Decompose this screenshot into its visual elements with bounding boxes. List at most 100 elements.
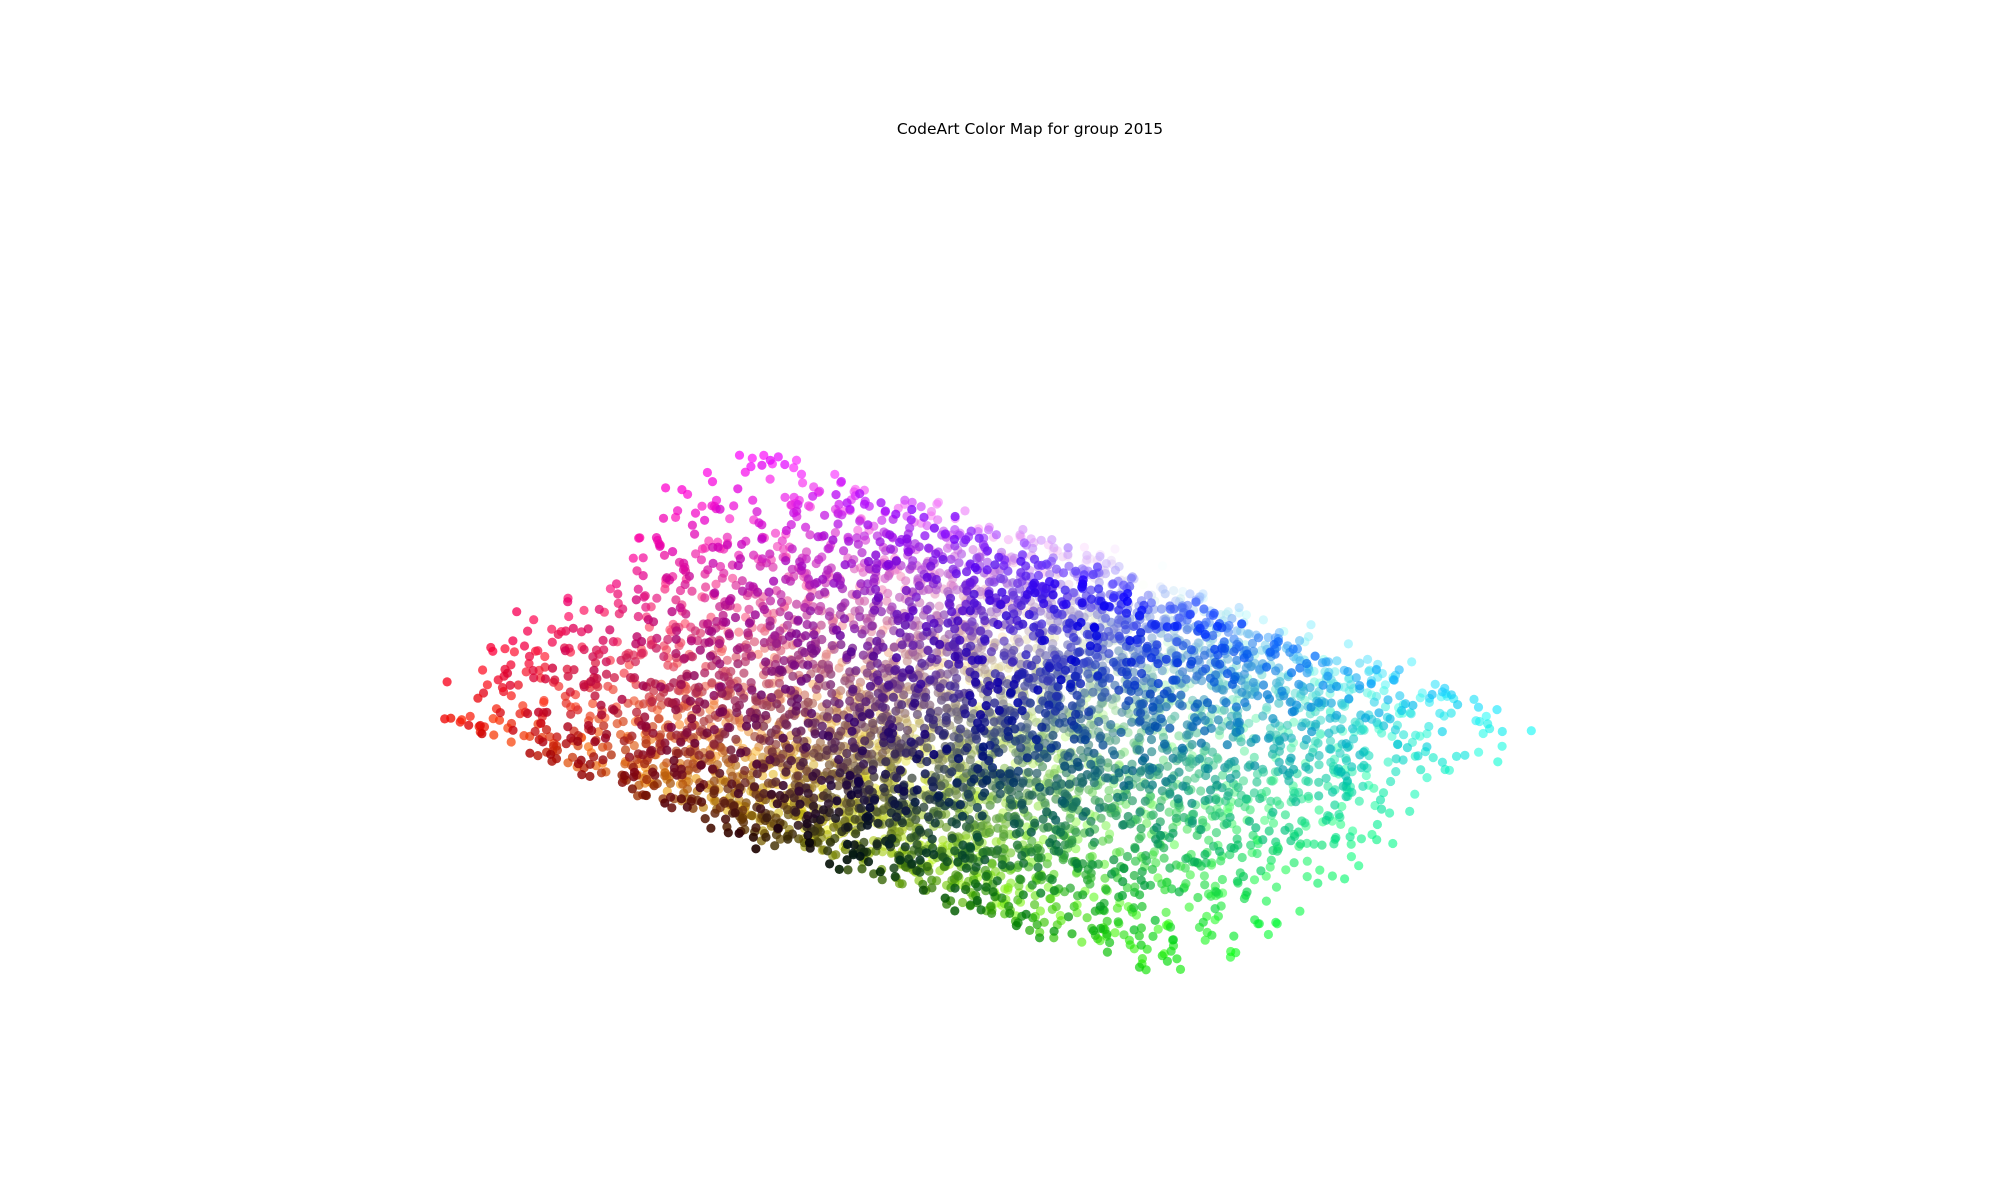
scatter-point	[829, 578, 839, 588]
scatter-point	[1003, 535, 1014, 545]
scatter-point	[1375, 795, 1386, 805]
scatter-point	[1158, 561, 1168, 571]
scatter-point	[1200, 796, 1210, 806]
scatter-point	[1219, 705, 1229, 715]
scatter-point	[1007, 657, 1018, 667]
scatter-point	[1200, 935, 1210, 945]
scatter-point	[1407, 657, 1417, 667]
scatter-point	[1023, 811, 1033, 821]
scatter-point	[966, 526, 976, 536]
scatter-point	[1123, 811, 1133, 822]
scatter-point	[1306, 620, 1316, 630]
scatter-point	[1321, 815, 1331, 825]
scatter-point	[1337, 801, 1347, 812]
scatter-point	[1302, 658, 1312, 669]
scatter-point	[708, 558, 718, 569]
scatter-point	[764, 679, 774, 689]
scatter-point	[757, 520, 767, 530]
scatter-point	[1167, 884, 1177, 894]
scatter-point	[1066, 642, 1076, 652]
scatter-point	[770, 528, 781, 538]
scatter-point	[1204, 756, 1214, 767]
scatter-point	[811, 684, 821, 694]
scatter-point	[1402, 743, 1412, 753]
scatter-point	[1136, 655, 1146, 665]
scatter-point	[1344, 694, 1354, 704]
scatter-point	[1242, 887, 1252, 897]
scatter-point	[440, 714, 450, 724]
scatter-point	[1383, 695, 1393, 705]
scatter-point	[1275, 676, 1285, 687]
scatter-point	[1043, 676, 1053, 686]
scatter-point	[1271, 837, 1281, 847]
scatter-point	[830, 469, 840, 479]
scatter-point	[652, 633, 662, 644]
scatter-point	[1355, 681, 1365, 691]
scatter-point	[1383, 757, 1393, 767]
scatter-point	[686, 636, 697, 646]
scatter-point	[1129, 621, 1139, 632]
scatter-point	[1349, 734, 1359, 744]
scatter-point	[1258, 835, 1268, 845]
scatter-point	[665, 778, 676, 789]
scatter-point	[1071, 566, 1081, 576]
scatter-point	[1200, 715, 1210, 726]
scatter-point	[1345, 832, 1355, 842]
scatter-point	[1094, 704, 1104, 714]
scatter-point	[1201, 664, 1211, 674]
scatter-point	[1041, 583, 1051, 594]
scatter-point	[733, 560, 743, 571]
scatter-point	[684, 765, 694, 775]
scatter-point	[632, 707, 642, 717]
scatter-point	[1029, 578, 1039, 588]
scatter-point	[586, 676, 596, 687]
scatter-point	[936, 695, 947, 705]
scatter-point	[506, 737, 516, 747]
scatter-point	[1185, 870, 1195, 880]
scatter-point	[950, 624, 960, 634]
scatter-point	[663, 634, 673, 645]
scatter-point	[990, 728, 1000, 738]
scatter-point	[1305, 709, 1315, 719]
scatter-point	[820, 510, 830, 520]
scatter-point	[1210, 811, 1220, 821]
scatter-point	[902, 718, 912, 728]
scatter-point	[1189, 857, 1200, 867]
scatter-point	[529, 615, 539, 625]
scatter-point	[1227, 613, 1237, 624]
scatter-point	[568, 623, 578, 633]
scatter-point	[1101, 885, 1111, 895]
scatter-point	[1114, 685, 1124, 695]
scatter-point	[858, 650, 868, 660]
scatter-point	[1337, 700, 1347, 710]
scatter-point	[1196, 738, 1206, 748]
scatter-point	[1036, 535, 1046, 545]
scatter-point	[1032, 768, 1042, 779]
scatter-point	[922, 572, 932, 583]
scatter-point	[768, 769, 778, 779]
scatter-point	[1341, 792, 1351, 802]
scatter-point	[809, 760, 819, 770]
scatter-point	[1492, 705, 1502, 715]
scatter-point	[946, 554, 956, 564]
scatter-point	[1121, 608, 1132, 618]
scatter-point	[1085, 852, 1095, 863]
scatter-point	[1092, 562, 1103, 572]
scatter-point	[1242, 649, 1252, 659]
scatter-point	[789, 463, 799, 473]
scatter-point	[1064, 561, 1074, 571]
scatter-point	[1321, 657, 1331, 667]
scatter-point	[1354, 718, 1365, 728]
scatter-point	[1192, 716, 1202, 726]
scatter-point	[791, 629, 801, 639]
scatter-point	[1231, 702, 1241, 712]
scatter-point	[1302, 856, 1312, 866]
scatter-point	[668, 547, 678, 557]
scatter-point	[1137, 901, 1147, 912]
scatter-point	[1200, 849, 1210, 860]
scatter-point	[989, 717, 999, 727]
scatter-point	[1168, 753, 1178, 763]
scatter-point	[939, 610, 949, 620]
scatter-point	[922, 521, 932, 531]
scatter-point	[933, 706, 943, 716]
